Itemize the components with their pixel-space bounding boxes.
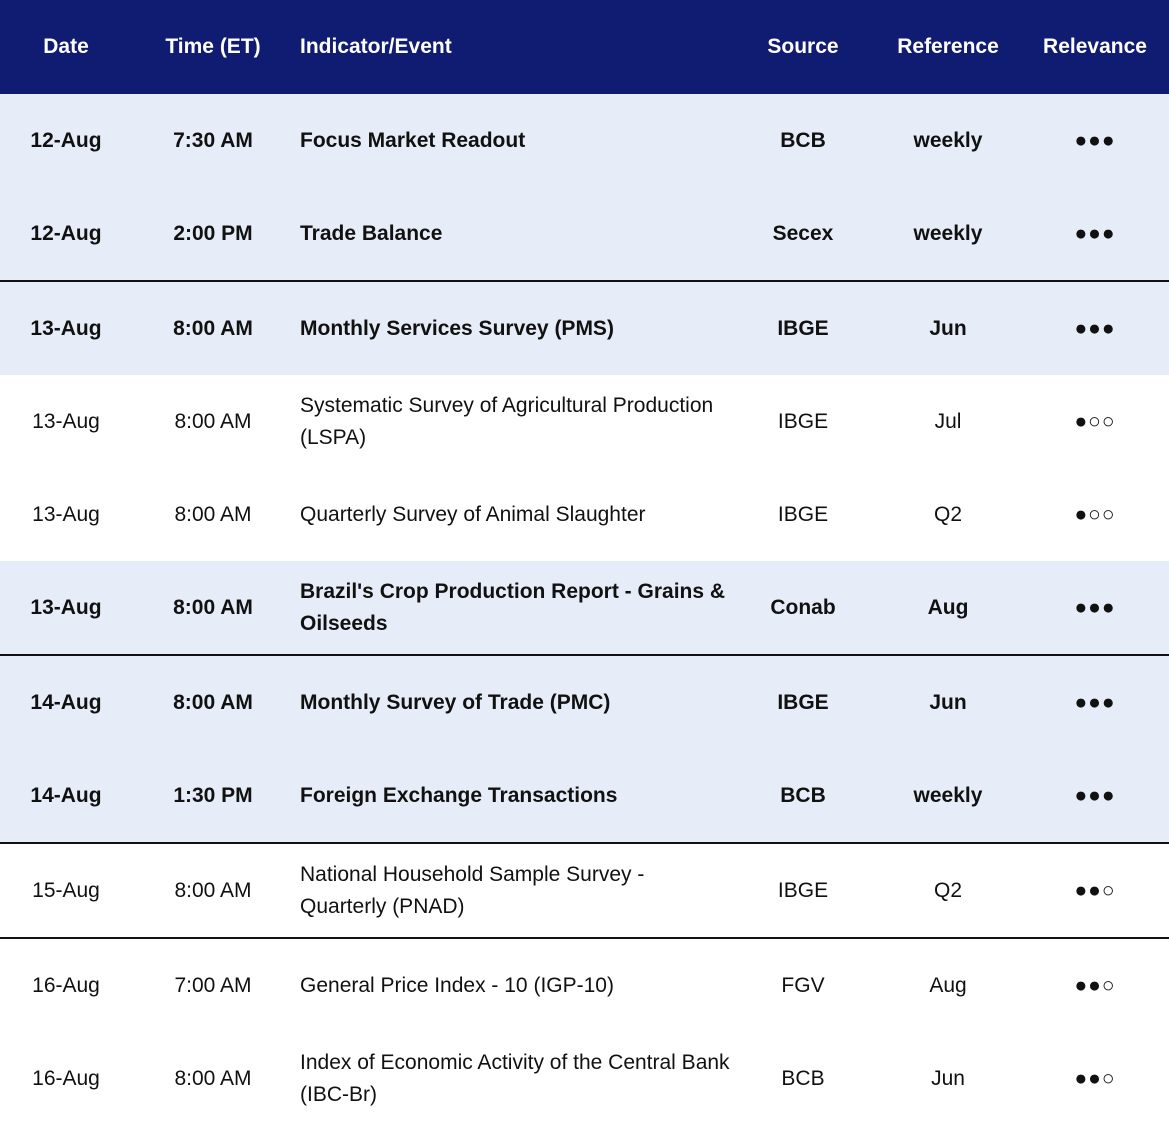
table-row: 16-Aug 8:00 AM Index of Economic Activity … xyxy=(0,1032,1169,1125)
table-cell: Q2 xyxy=(933,502,962,526)
header-row: Date Time (ET) Indicator/Event Source Refere… xyxy=(0,0,1169,94)
table-cell: Q2 xyxy=(875,843,1021,939)
table-row: 12-Aug 7:30 AM Focus Market Readout BCB week… xyxy=(0,94,1169,187)
table-cell: 12-Aug xyxy=(0,187,132,282)
table-cell: 8:00 AM xyxy=(174,409,252,433)
table-cell: ●○○ xyxy=(1074,409,1116,433)
table-cell: Monthly Services Survey (PMS) xyxy=(294,281,731,375)
table-row: 13-Aug 8:00 AM Quarterly Survey of Animal … xyxy=(0,468,1169,561)
table-cell: FGV xyxy=(781,973,825,997)
table-cell: Aug xyxy=(929,973,967,997)
table-cell: Aug xyxy=(875,561,1021,656)
table-cell: ●●● xyxy=(1021,94,1169,187)
table-cell: Brazil's Crop Production Report - Grains… xyxy=(294,561,731,656)
table-row: 14-Aug 8:00 AM Monthly Survey of Trade (PM… xyxy=(0,655,1169,749)
table-cell: 8:00 AM xyxy=(174,502,252,526)
table-row: 14-Aug 1:30 PM Foreign Exchange Transactio… xyxy=(0,749,1169,844)
table-cell: weekly xyxy=(875,749,1021,844)
table-cell: Index of Economic Activity of the Centra… xyxy=(300,1050,730,1106)
column-header: Source xyxy=(731,0,875,94)
table-cell: BCB xyxy=(731,94,875,187)
table-cell: Jul xyxy=(934,409,962,433)
table-cell: 7:30 AM xyxy=(132,94,294,187)
table-cell: National Household Sample Survey - Quart… xyxy=(294,843,731,939)
table-cell: BCB xyxy=(781,1066,825,1090)
table-cell: IBGE xyxy=(777,502,829,526)
table-cell: 8:00 AM xyxy=(132,281,294,375)
table-cell: Systematic Survey of Agricultural Produc… xyxy=(300,393,714,449)
table-cell: General Price Index - 10 (IGP-10) xyxy=(300,973,614,997)
table-row: 16-Aug 7:00 AM General Price Index - 10 (I… xyxy=(0,938,1169,1032)
column-header: Date xyxy=(0,0,132,94)
table-cell: IBGE xyxy=(731,843,875,939)
table-cell: Quarterly Survey of Animal Slaughter xyxy=(300,502,646,526)
column-header: Relevance xyxy=(1021,0,1169,94)
table-cell: ●●● xyxy=(1021,749,1169,844)
table-cell: weekly xyxy=(875,187,1021,282)
table-cell: 14-Aug xyxy=(0,749,132,844)
table-cell: ●●● xyxy=(1021,655,1169,749)
table-cell: Secex xyxy=(731,187,875,282)
table-cell: 12-Aug xyxy=(0,94,132,187)
table-row: 15-Aug 8:00 AM National Household Sample S… xyxy=(0,843,1169,939)
table-cell: Focus Market Readout xyxy=(294,94,731,187)
table-cell: 1:30 PM xyxy=(132,749,294,844)
column-header: Time (ET) xyxy=(132,0,294,94)
table-cell: 15-Aug xyxy=(0,843,132,939)
table-cell: Conab xyxy=(731,561,875,656)
table-cell: ●●● xyxy=(1021,281,1169,375)
table-cell: IBGE xyxy=(731,281,875,375)
table-cell: 8:00 AM xyxy=(132,561,294,656)
table-cell: 16-Aug xyxy=(32,973,100,997)
table-row: 13-Aug 8:00 AM Systematic Survey of Agricu… xyxy=(0,375,1169,468)
table-cell: Monthly Survey of Trade (PMC) xyxy=(294,655,731,749)
table-cell: 8:00 AM xyxy=(132,843,294,939)
table-cell: IBGE xyxy=(777,409,829,433)
table-cell: ●●○ xyxy=(1074,1066,1116,1090)
table-cell: Jun xyxy=(931,1066,965,1090)
table-cell: Foreign Exchange Transactions xyxy=(294,749,731,844)
table-cell: weekly xyxy=(875,94,1021,187)
column-header: Indicator/Event xyxy=(294,0,731,94)
table-body: 12-Aug 7:30 AM Focus Market Readout BCB week… xyxy=(0,94,1169,1125)
table-cell: Jun xyxy=(875,281,1021,375)
table-row: 13-Aug 8:00 AM Brazil's Crop Production Re… xyxy=(0,561,1169,656)
table-cell: Trade Balance xyxy=(294,187,731,282)
table-cell: ●●○ xyxy=(1074,973,1116,997)
table-cell: BCB xyxy=(731,749,875,844)
table-cell: 7:00 AM xyxy=(174,973,252,997)
table-cell: Jun xyxy=(875,655,1021,749)
table-cell: ●●● xyxy=(1021,561,1169,656)
table-cell: 13-Aug xyxy=(0,281,132,375)
table-cell: 13-Aug xyxy=(32,502,100,526)
table-cell: ●●● xyxy=(1021,187,1169,282)
table-cell: ●○○ xyxy=(1074,502,1116,526)
table-cell: 2:00 PM xyxy=(132,187,294,282)
table-cell: 14-Aug xyxy=(0,655,132,749)
table-cell: 8:00 AM xyxy=(132,655,294,749)
table-row: 12-Aug 2:00 PM Trade Balance Secex weekly ●●● xyxy=(0,187,1169,282)
table-cell: ●●○ xyxy=(1021,843,1169,939)
table-cell: 16-Aug xyxy=(32,1066,100,1090)
table-cell: 8:00 AM xyxy=(174,1066,252,1090)
table-row: 13-Aug 8:00 AM Monthly Services Survey (PM… xyxy=(0,281,1169,375)
table-cell: 13-Aug xyxy=(32,409,100,433)
column-header: Reference xyxy=(875,0,1021,94)
table-cell: 13-Aug xyxy=(0,561,132,656)
table-cell: IBGE xyxy=(731,655,875,749)
